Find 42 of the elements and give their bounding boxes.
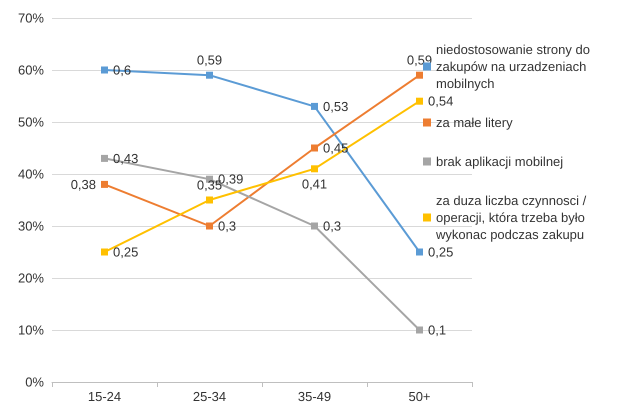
legend-label: niedostosowanie strony do zakupów na urzadzeniach mobilnych	[436, 42, 594, 91]
data-label: 0,3	[218, 218, 236, 234]
y-tick-label: 0%	[25, 374, 44, 390]
point	[206, 72, 213, 79]
point	[416, 326, 423, 334]
legend-label: za małe litery	[436, 115, 514, 130]
point	[311, 102, 318, 110]
y-tick-label: 10%	[18, 322, 44, 338]
y-tick-label: 30%	[18, 218, 44, 234]
x-tick-label: 25-34	[192, 389, 226, 404]
data-label: 0,3	[323, 218, 342, 234]
point	[101, 66, 108, 74]
data-label: 0,25	[113, 244, 138, 260]
y-tick-label: 70%	[18, 10, 44, 26]
point	[101, 154, 108, 162]
data-label: 0,1	[428, 322, 446, 338]
y-tick-label: 60%	[18, 62, 44, 78]
point	[311, 144, 318, 152]
y-tick-label: 50%	[18, 114, 44, 130]
point	[206, 222, 213, 230]
y-tick-label: 20%	[18, 270, 44, 286]
point	[311, 222, 318, 230]
data-label: 0,43	[113, 150, 138, 166]
data-label: 0,38	[70, 176, 96, 192]
x-tick-label: 50+	[408, 389, 431, 404]
point	[101, 248, 108, 256]
legend-label: brak aplikacji mobilnej	[436, 154, 564, 169]
x-tick-label: 15-24	[88, 389, 122, 404]
y-tick-label: 40%	[18, 166, 44, 182]
data-label: 0,54	[428, 94, 454, 109]
point	[416, 72, 423, 79]
point	[311, 165, 318, 172]
point	[416, 248, 423, 256]
data-label: 0,53	[323, 98, 348, 114]
data-label: 0,59	[196, 52, 222, 68]
point	[101, 180, 108, 188]
point	[416, 98, 423, 105]
data-label: 0,41	[302, 176, 328, 192]
point	[206, 196, 213, 204]
x-tick-label: 35-49	[298, 389, 332, 404]
data-label: 0,25	[428, 244, 454, 260]
legend-label: za duza liczba czynnosci / operacji, która trzeba było wykonac podczas zakupu	[435, 193, 590, 242]
